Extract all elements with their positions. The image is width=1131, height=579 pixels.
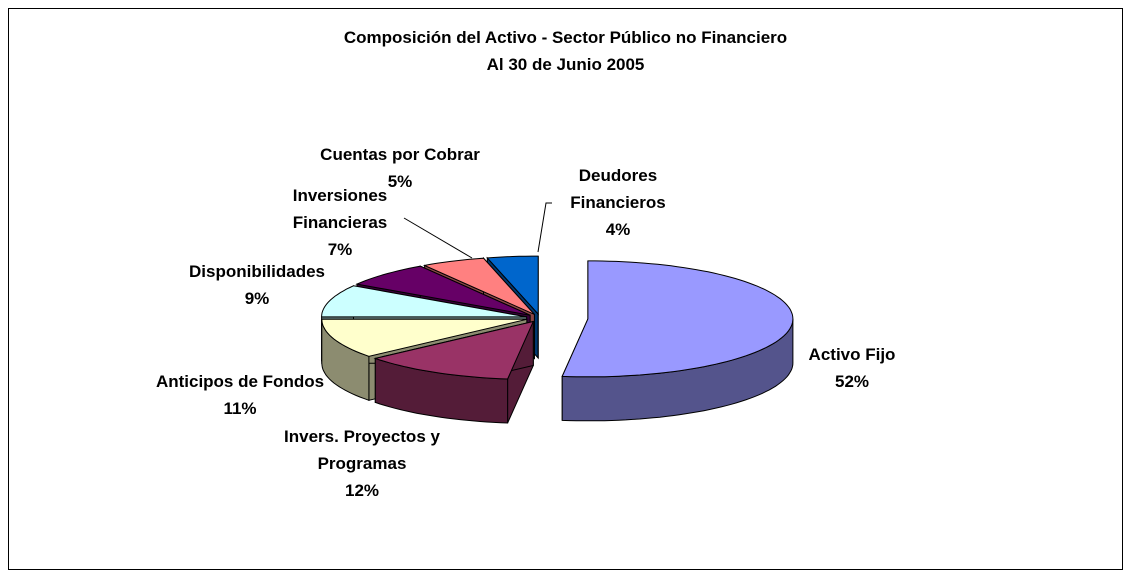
category-label: Activo Fijo (808, 345, 896, 364)
slice (561, 260, 794, 422)
data-label: Anticipos de Fondos 11% (120, 368, 360, 422)
slice (422, 257, 535, 315)
data-label: Invers. Proyectos y Programas 12% (262, 423, 462, 504)
slice (321, 318, 527, 357)
leader-line (537, 202, 552, 253)
chart-subtitle: Al 30 de Junio 2005 (486, 55, 645, 74)
value-label: 12% (344, 481, 380, 500)
slice (373, 320, 535, 424)
value-label: 4% (605, 220, 631, 239)
chart-frame (8, 8, 1123, 570)
slice (486, 255, 539, 316)
chart-title: Composición del Activo - Sector Público … (343, 28, 788, 47)
data-label: Deudores Financieros 4% (543, 162, 693, 243)
data-label: Activo Fijo 52% (807, 341, 897, 395)
data-label: Disponibilidades 9% (157, 258, 357, 312)
category-label: Inversiones Financieras (292, 186, 388, 232)
category-label: Invers. Proyectos y Programas (284, 427, 440, 473)
value-label: 52% (834, 372, 870, 391)
value-label: 11% (223, 399, 257, 418)
slice (355, 265, 531, 316)
slice (373, 320, 535, 380)
slice (321, 285, 527, 318)
category-label: Disponibilidades (188, 262, 326, 281)
data-label: Cuentas por Cobrar 5% (280, 141, 520, 195)
leader-line (403, 217, 473, 259)
slice (561, 260, 794, 378)
category-label: Cuentas por Cobrar (320, 145, 480, 164)
value-label: 9% (244, 289, 270, 308)
value-label: 7% (327, 240, 353, 259)
data-label: Inversiones Financieras 7% (265, 182, 415, 263)
value-label: 5% (387, 172, 413, 191)
category-label: Deudores Financieros (570, 166, 666, 212)
pie (321, 255, 794, 424)
category-label: Anticipos de Fondos (155, 372, 325, 391)
